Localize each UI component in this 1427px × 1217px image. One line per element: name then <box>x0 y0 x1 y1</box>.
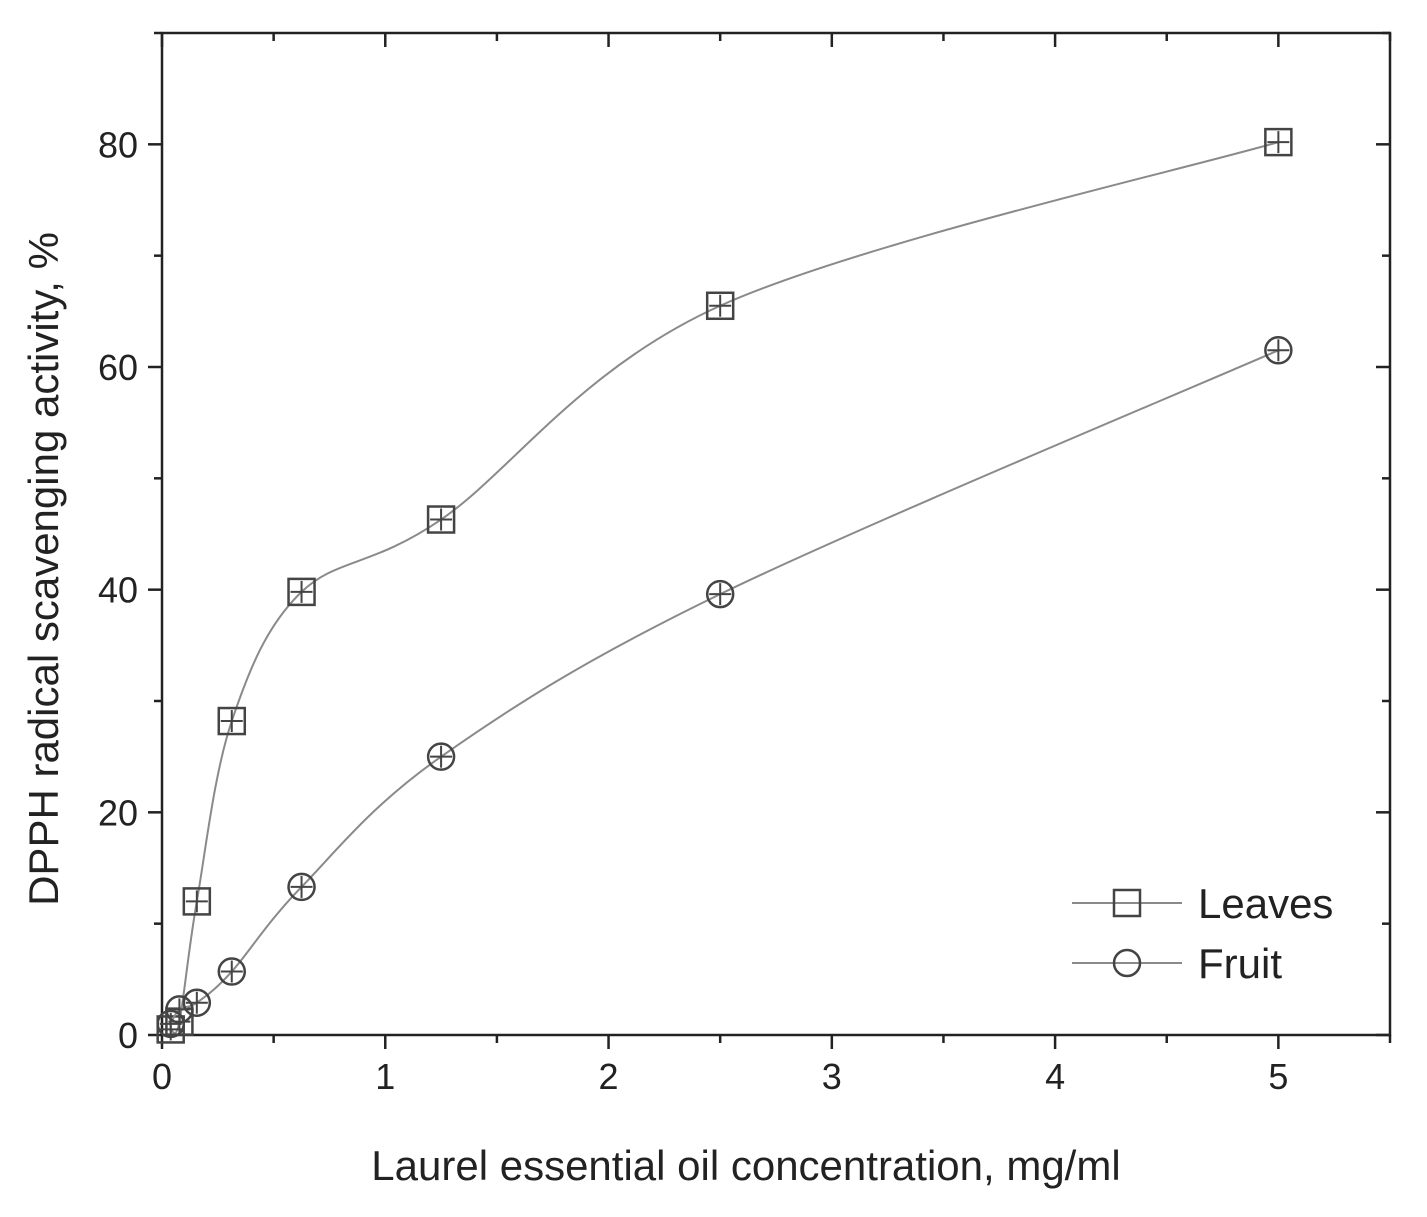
data-point <box>1264 336 1293 365</box>
data-point <box>287 577 316 607</box>
y-axis-label: DPPH radical scavenging activity, % <box>20 232 67 906</box>
data-point <box>287 872 316 902</box>
circle-marker <box>182 988 212 1017</box>
x-tick-label: 2 <box>599 1056 619 1097</box>
circle-marker <box>1264 336 1293 365</box>
legend-marker <box>1112 948 1142 978</box>
square-marker <box>287 577 316 607</box>
series-leaves <box>156 127 1293 1044</box>
data-point <box>426 505 456 534</box>
circle-marker <box>165 995 194 1024</box>
legend-label: Fruit <box>1198 940 1282 987</box>
plot-frame <box>160 31 1392 1037</box>
x-tick-label: 0 <box>152 1056 172 1097</box>
data-point <box>217 706 247 736</box>
circle-marker <box>217 957 247 986</box>
y-tick-label: 80 <box>98 124 138 165</box>
series-layer <box>156 127 1293 1044</box>
y-tick-label: 60 <box>98 347 138 388</box>
legend-item-fruit: Fruit <box>1072 940 1282 987</box>
series-line <box>169 141 1279 1035</box>
y-tick-label: 20 <box>98 792 138 833</box>
square-marker <box>705 291 735 321</box>
circle-marker <box>1112 948 1142 978</box>
circle-marker <box>156 1009 185 1039</box>
legend: Leaves Fruit <box>1072 880 1333 987</box>
legend-label: Leaves <box>1198 880 1333 927</box>
data-point <box>182 988 212 1017</box>
data-point <box>165 995 194 1024</box>
circle-marker <box>426 742 456 771</box>
y-tick-label: 0 <box>118 1015 138 1056</box>
square-marker <box>182 887 212 916</box>
x-tick-label: 5 <box>1268 1056 1288 1097</box>
circle-marker <box>705 579 735 609</box>
data-point <box>217 957 247 986</box>
x-tick-label: 4 <box>1045 1056 1065 1097</box>
circle-marker <box>287 872 316 902</box>
y-tick-label: 40 <box>98 570 138 611</box>
data-point <box>156 1009 185 1039</box>
axes: 0 1 2 3 4 5 0 20 40 60 80 <box>98 31 1392 1097</box>
x-axis-label: Laurel essential oil concentration, mg/m… <box>371 1142 1120 1189</box>
legend-item-leaves: Leaves <box>1072 880 1333 927</box>
series-fruit <box>156 336 1293 1039</box>
legend-marker <box>1112 888 1142 918</box>
x-tick-label: 1 <box>375 1056 395 1097</box>
data-point <box>705 579 735 609</box>
square-marker <box>217 706 247 736</box>
square-marker <box>1264 127 1293 157</box>
data-point <box>426 742 456 771</box>
data-point <box>182 887 212 916</box>
x-tick-label: 3 <box>822 1056 842 1097</box>
data-point <box>1264 127 1293 157</box>
square-marker <box>1112 888 1142 918</box>
series-line <box>169 349 1279 1025</box>
square-marker <box>426 505 456 534</box>
data-point <box>705 291 735 321</box>
